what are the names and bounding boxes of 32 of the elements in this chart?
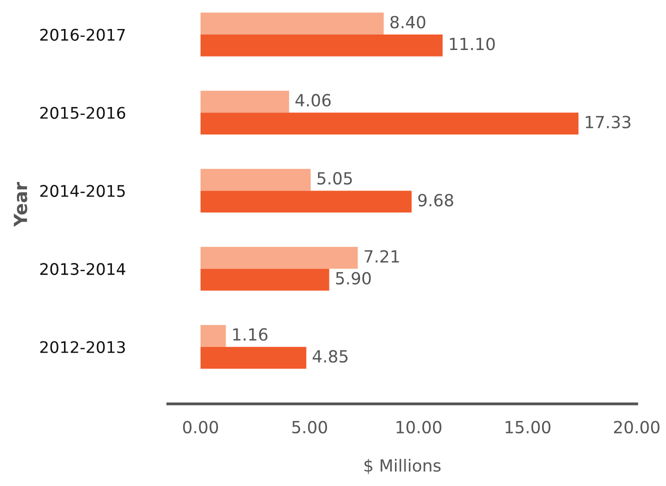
data-label: 11.10 (450, 38, 495, 50)
data-label: 7.21 (364, 250, 399, 262)
y-tick-label: 2012-2013 (40, 341, 125, 354)
bar (200, 325, 226, 347)
data-label: 4.85 (312, 350, 348, 363)
data-label: 8.40 (390, 16, 426, 28)
data-label: 9.68 (418, 194, 454, 206)
bar (200, 12, 384, 35)
data-label: 1.16 (233, 328, 268, 341)
data-label: 5.05 (318, 172, 352, 185)
bar (200, 112, 578, 134)
x-tick-label: 5.00 (292, 420, 328, 434)
bar (200, 190, 412, 213)
bar (200, 346, 306, 369)
bar (200, 34, 443, 56)
bar (200, 246, 358, 269)
bar (200, 90, 290, 113)
y-tick-label: 2015-2016 (40, 106, 126, 119)
x-tick-label: 20.00 (614, 420, 660, 434)
x-tick-label: 0.00 (183, 420, 218, 434)
bar (200, 168, 311, 191)
data-label: 5.90 (336, 272, 371, 285)
bar (200, 268, 330, 291)
x-tick-label: 10.00 (396, 420, 442, 434)
y-tick-label: 2013-2014 (40, 262, 126, 276)
x-tick-label: 15.00 (506, 420, 550, 434)
x-axis-title: $ Millions (364, 458, 441, 474)
data-label: 17.33 (586, 116, 630, 128)
y-axis-title: Year (14, 182, 28, 227)
data-label: 4.06 (295, 94, 331, 107)
y-tick-label: 2016-2017 (40, 28, 125, 41)
y-tick-label: 2014-2015 (40, 184, 125, 197)
